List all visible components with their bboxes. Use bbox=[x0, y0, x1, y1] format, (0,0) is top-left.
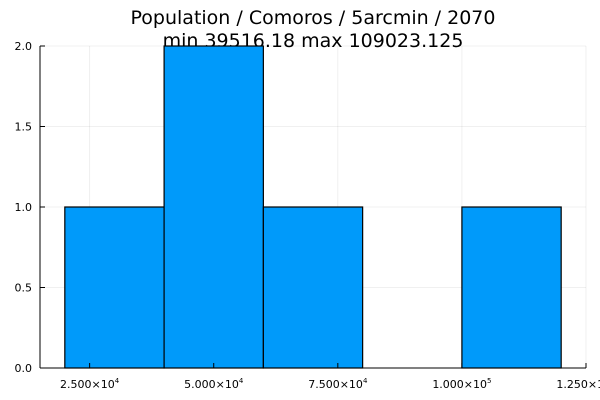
x-tick-label: 2.500×104 bbox=[60, 377, 120, 391]
x-axis-ticks: 2.500×104 5.000×104 7.500×104 1.000×105 1.25… bbox=[60, 363, 600, 391]
y-tick-label: 2.0 bbox=[15, 40, 33, 53]
histogram-bars bbox=[64, 45, 562, 369]
x-tick-label: 7.500×104 bbox=[308, 377, 368, 391]
y-tick-label: 1.0 bbox=[15, 201, 33, 214]
histogram-bar bbox=[262, 206, 364, 369]
y-axis-ticks: 0.0 0.5 1.0 1.5 2.0 bbox=[15, 40, 45, 375]
x-tick-label: 5.000×104 bbox=[184, 377, 244, 391]
y-tick-label: 0.0 bbox=[15, 362, 33, 375]
histogram-bar bbox=[163, 45, 264, 369]
histogram-bar bbox=[64, 206, 165, 369]
y-tick-label: 0.5 bbox=[15, 282, 33, 295]
x-tick-label: 1.000×105 bbox=[432, 377, 491, 391]
histogram-bar bbox=[461, 206, 562, 369]
y-tick-label: 1.5 bbox=[15, 121, 33, 134]
chart-title: Population / Comoros / 5arcmin / 2070 bbox=[131, 7, 496, 29]
x-tick-label: 1.250×105 bbox=[556, 377, 600, 391]
